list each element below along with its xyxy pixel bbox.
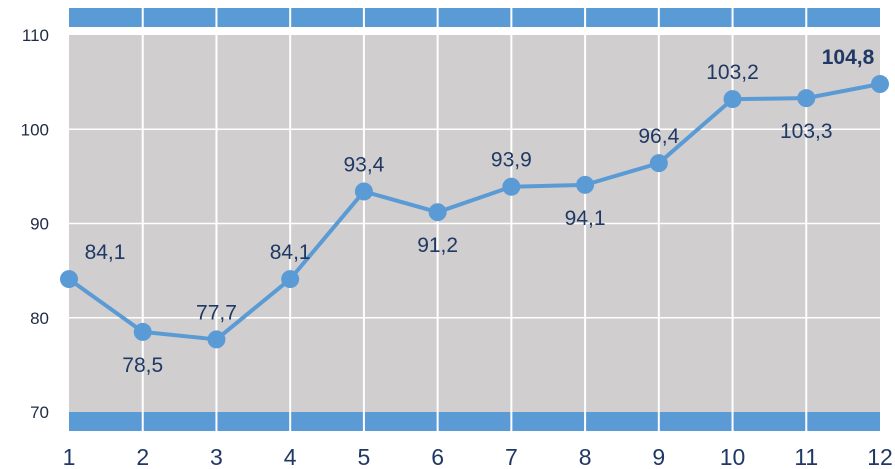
data-label: 96,4 [638, 125, 679, 148]
x-tick-label: 11 [794, 444, 818, 469]
series-markers [60, 75, 889, 349]
data-label: 94,1 [565, 207, 606, 230]
x-tick-label: 7 [505, 444, 518, 469]
x-tick-label: 1 [63, 444, 76, 469]
x-tick-label: 8 [579, 444, 592, 469]
vertical-gridlines [141, 8, 808, 431]
data-label: 93,4 [343, 153, 384, 176]
x-tick-label: 9 [652, 444, 665, 469]
data-point [797, 89, 816, 108]
data-point [871, 75, 889, 94]
y-tick-label: 110 [22, 26, 49, 45]
y-tick-label: 90 [30, 215, 49, 234]
x-tick-label: 10 [720, 444, 746, 469]
series-line [67, 82, 881, 342]
data-point [281, 270, 300, 289]
data-label: 78,5 [122, 354, 163, 377]
x-tick-label: 2 [136, 444, 149, 469]
y-tick-label: 80 [30, 309, 49, 328]
data-label: 104,8 [822, 46, 875, 69]
data-label: 84,1 [270, 241, 311, 264]
data-point [502, 177, 521, 196]
y-tick-label: 100 [21, 120, 49, 139]
data-point [133, 322, 152, 341]
x-tick-label: 4 [284, 444, 297, 469]
data-point [576, 175, 595, 194]
horizontal-gridlines [69, 128, 880, 319]
data-point [428, 203, 447, 222]
data-label: 77,7 [196, 301, 237, 324]
bottom-band [69, 412, 880, 431]
x-tick-label: 12 [867, 444, 893, 469]
data-labels: 84,1 78,5 77,7 84,1 93,4 91,2 93,9 94,1 96,4 103,… [85, 46, 875, 377]
top-band [69, 8, 880, 27]
data-label: 91,2 [417, 234, 458, 257]
data-label: 84,1 [85, 241, 126, 264]
x-tick-label: 3 [210, 444, 223, 469]
data-point [649, 154, 668, 173]
data-point [723, 90, 742, 109]
y-axis-tick-labels: 70 80 90 100 110 [21, 26, 49, 422]
data-label: 103,3 [780, 120, 833, 143]
x-tick-label: 6 [431, 444, 444, 469]
x-axis-tick-labels: 1 2 3 4 5 6 7 8 9 10 11 12 [63, 444, 893, 469]
data-label: 103,2 [706, 61, 759, 84]
y-tick-label: 70 [30, 403, 49, 422]
data-point [60, 270, 78, 289]
data-point [354, 182, 373, 201]
data-point [207, 330, 226, 349]
data-label: 93,9 [491, 149, 532, 172]
x-tick-label: 5 [358, 444, 371, 469]
